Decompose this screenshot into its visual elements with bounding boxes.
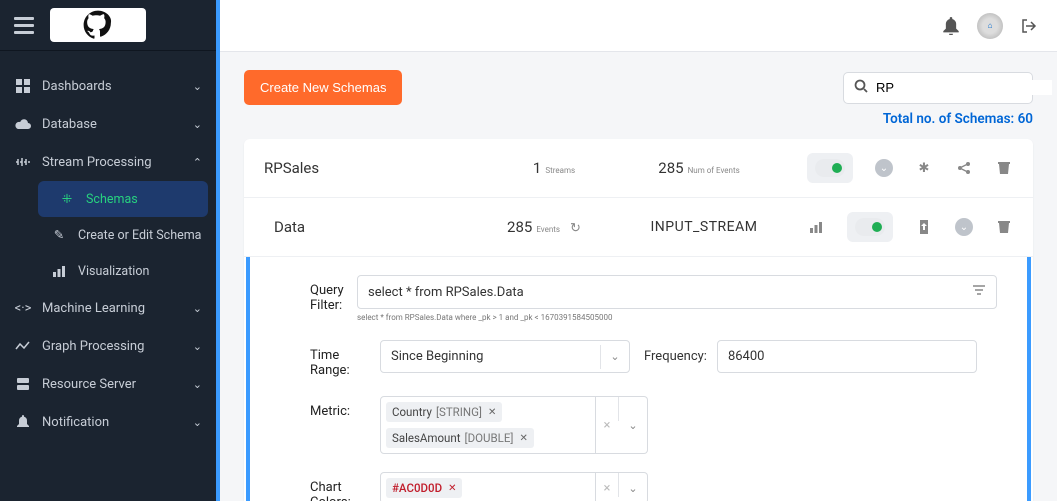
stream-icon bbox=[14, 153, 32, 171]
sidebar-item-schemas[interactable]: ⁜ Schemas bbox=[38, 181, 208, 217]
chart-colors-select[interactable]: #AC0D0D ✕ × ⌄ bbox=[380, 472, 997, 501]
schema-card: RPSales 1 Streams 285 Num of Events ⌄ ✱ Da… bbox=[244, 139, 1033, 501]
chevron-down-icon[interactable]: ⌄ bbox=[619, 473, 647, 501]
dashboard-icon bbox=[14, 77, 32, 95]
sidebar-item-machine-learning[interactable]: <·> Machine Learning ⌄ bbox=[0, 289, 216, 327]
chart-icon bbox=[50, 262, 68, 280]
query-filter-input[interactable]: select * from RPSales.Data bbox=[357, 275, 997, 309]
hamburger-menu-icon[interactable] bbox=[10, 13, 38, 38]
upload-icon[interactable] bbox=[915, 218, 933, 236]
query-filter-label: Query Filter: bbox=[310, 275, 357, 313]
schema-header-row: RPSales 1 Streams 285 Num of Events ⌄ ✱ bbox=[244, 139, 1033, 198]
server-icon bbox=[14, 375, 32, 393]
schema-icon: ⁜ bbox=[58, 190, 76, 208]
metric-tag: SalesAmount [DOUBLE] ✕ bbox=[386, 428, 534, 448]
pencil-icon: ✎ bbox=[50, 226, 68, 244]
chevron-down-icon: ⌄ bbox=[193, 302, 202, 315]
graph-icon bbox=[14, 337, 32, 355]
events-count: 285 bbox=[658, 159, 683, 177]
sidebar-label: Database bbox=[42, 117, 97, 132]
snowflake-icon[interactable]: ✱ bbox=[915, 159, 933, 177]
chevron-down-icon: ⌄ bbox=[193, 340, 202, 353]
sidebar-label: Create or Edit Schema bbox=[78, 228, 201, 243]
frequency-value: 86400 bbox=[728, 349, 765, 364]
trash-icon[interactable] bbox=[995, 159, 1013, 177]
stream-type: INPUT_STREAM bbox=[604, 219, 804, 235]
events-label: Num of Events bbox=[688, 166, 740, 175]
sidebar-label: Schemas bbox=[86, 192, 138, 207]
bell-icon bbox=[14, 413, 32, 431]
chevron-down-icon[interactable]: ⌄ bbox=[955, 218, 973, 236]
reload-icon[interactable]: ↻ bbox=[570, 221, 581, 236]
streams-label: Streams bbox=[545, 166, 575, 175]
filter-icon[interactable] bbox=[972, 284, 986, 300]
search-box[interactable] bbox=[843, 72, 1033, 104]
ml-icon: <·> bbox=[14, 299, 32, 317]
frequency-input[interactable]: 86400 bbox=[717, 340, 977, 373]
stream-toggle[interactable] bbox=[847, 212, 893, 242]
chevron-down-icon: ⌄ bbox=[193, 118, 202, 131]
bell-icon[interactable] bbox=[941, 16, 961, 36]
sidebar: Dashboards ⌄ Database ⌄ Stream Processin… bbox=[0, 0, 220, 501]
search-icon bbox=[854, 79, 868, 97]
streams-count: 1 bbox=[533, 159, 541, 177]
remove-tag-icon[interactable]: ✕ bbox=[448, 483, 456, 494]
sidebar-item-create-edit-schema[interactable]: ✎ Create or Edit Schema bbox=[30, 217, 216, 253]
schema-name: RPSales bbox=[264, 159, 494, 177]
chart-colors-label: Chart Colors: bbox=[310, 472, 380, 501]
sidebar-label: Dashboards bbox=[42, 79, 112, 94]
stream-events-label: Events bbox=[536, 225, 560, 234]
sidebar-item-notification[interactable]: Notification ⌄ bbox=[0, 403, 216, 441]
bar-chart-icon[interactable] bbox=[807, 218, 825, 236]
trash-icon[interactable] bbox=[995, 218, 1013, 236]
app-logo bbox=[50, 8, 146, 42]
sidebar-item-dashboards[interactable]: Dashboards ⌄ bbox=[0, 67, 216, 105]
chevron-down-icon: ⌄ bbox=[193, 416, 202, 429]
time-range-select[interactable]: Since Beginning ⌄ bbox=[380, 340, 630, 373]
metric-select[interactable]: Country [STRING] ✕ SalesAmount [DOUBLE] ✕… bbox=[380, 396, 997, 454]
query-filter-value: select * from RPSales.Data bbox=[368, 285, 524, 300]
sidebar-item-stream-processing[interactable]: Stream Processing ⌃ bbox=[0, 143, 216, 181]
color-tag: #AC0D0D ✕ bbox=[386, 478, 462, 498]
sidebar-label: Machine Learning bbox=[42, 301, 145, 316]
frequency-label: Frequency: bbox=[644, 349, 707, 364]
search-input[interactable] bbox=[876, 80, 1052, 95]
time-range-value: Since Beginning bbox=[381, 341, 600, 372]
chevron-down-icon[interactable]: ⌄ bbox=[601, 350, 629, 363]
clear-icon[interactable]: × bbox=[596, 473, 618, 501]
total-schemas-label: Total no. of Schemas: 60 bbox=[244, 111, 1033, 127]
sidebar-label: Notification bbox=[42, 415, 109, 430]
metric-label: Metric: bbox=[310, 396, 380, 419]
query-hint: select * from RPSales.Data where _pk > 1… bbox=[357, 313, 997, 322]
sidebar-label: Stream Processing bbox=[42, 155, 152, 170]
share-icon[interactable] bbox=[955, 159, 973, 177]
logout-icon[interactable] bbox=[1019, 16, 1039, 36]
sidebar-nav: Dashboards ⌄ Database ⌄ Stream Processin… bbox=[0, 51, 216, 501]
chevron-down-icon[interactable]: ⌄ bbox=[619, 397, 647, 453]
chevron-down-icon[interactable]: ⌄ bbox=[875, 159, 893, 177]
sidebar-item-graph-processing[interactable]: Graph Processing ⌄ bbox=[0, 327, 216, 365]
sidebar-item-visualization[interactable]: Visualization bbox=[30, 253, 216, 289]
sidebar-label: Visualization bbox=[78, 264, 149, 279]
stream-row: Data 285 Events ↻ INPUT_STREAM ⌄ bbox=[244, 198, 1033, 257]
sidebar-label: Resource Server bbox=[42, 377, 136, 392]
stream-events-count: 285 bbox=[507, 218, 532, 236]
remove-tag-icon[interactable]: ✕ bbox=[488, 407, 496, 418]
create-schema-button[interactable]: Create New Schemas bbox=[244, 70, 402, 105]
remove-tag-icon[interactable]: ✕ bbox=[519, 433, 527, 444]
sidebar-label: Graph Processing bbox=[42, 339, 144, 354]
time-range-label: Time Range: bbox=[310, 340, 380, 378]
user-avatar[interactable]: ⌂ bbox=[977, 13, 1003, 39]
sidebar-item-resource-server[interactable]: Resource Server ⌄ bbox=[0, 365, 216, 403]
schema-toggle[interactable] bbox=[807, 153, 853, 183]
cloud-icon bbox=[14, 115, 32, 133]
stream-name: Data bbox=[274, 218, 484, 236]
chevron-down-icon: ⌄ bbox=[193, 80, 202, 93]
chevron-down-icon: ⌄ bbox=[193, 378, 202, 391]
metric-tag: Country [STRING] ✕ bbox=[386, 402, 502, 422]
topbar: ⌂ bbox=[220, 0, 1057, 52]
sidebar-item-database[interactable]: Database ⌄ bbox=[0, 105, 216, 143]
clear-icon[interactable]: × bbox=[596, 397, 618, 453]
chevron-up-icon: ⌃ bbox=[193, 156, 202, 169]
